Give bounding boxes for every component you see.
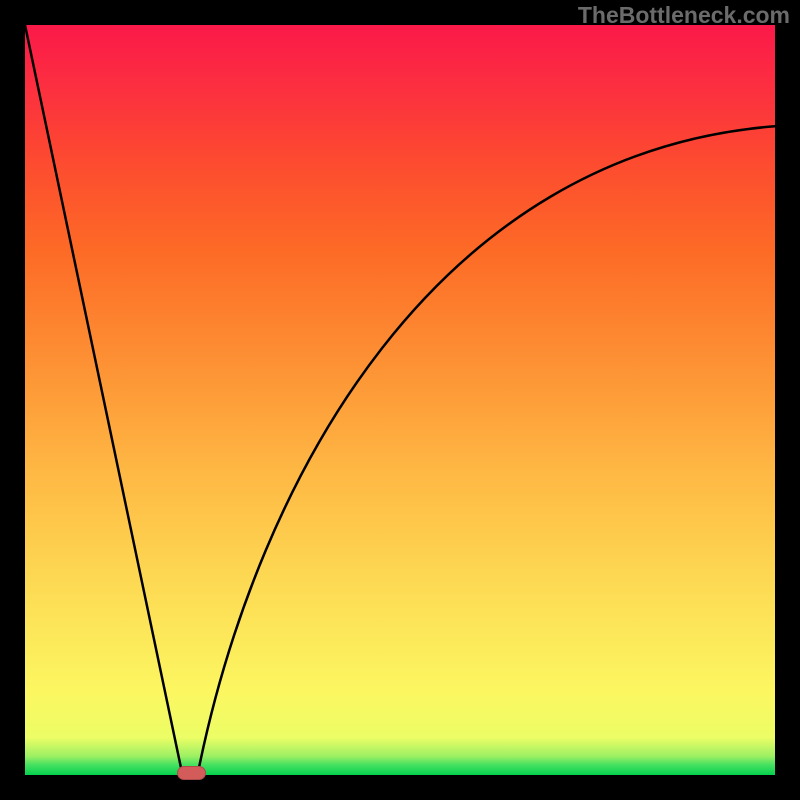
bottleneck-curve: [25, 25, 775, 775]
optimal-point-marker: [177, 766, 206, 781]
watermark-text: TheBottleneck.com: [578, 2, 790, 29]
plot-area: [25, 25, 775, 775]
chart-canvas: TheBottleneck.com: [0, 0, 800, 800]
curve-layer: [25, 25, 775, 775]
